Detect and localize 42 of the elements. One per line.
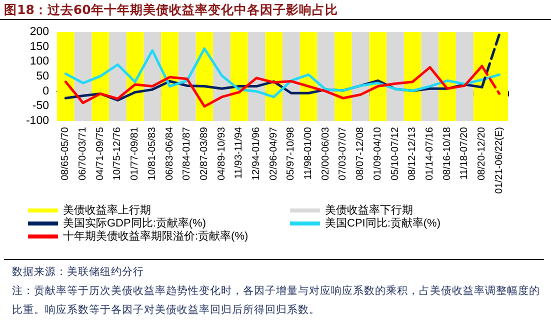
y-tick-label: 200 — [30, 26, 49, 38]
legend-label: 美国CPI同比:贡献率(%) — [325, 216, 440, 230]
x-tick-label: 07/84-01/87 — [182, 126, 193, 180]
legend-label: 美债收益率上行期 — [63, 204, 151, 216]
x-tick-label: 10/81-05/83 — [146, 126, 158, 180]
x-tick-label: 02/87-03/89 — [198, 126, 210, 180]
x-tick-label: 05/10-07/12 — [390, 126, 401, 180]
chart-title: 图18：过去60年十年期美债收益率变化中各因子影响占比 — [4, 2, 338, 19]
y-tick-label: 150 — [30, 40, 49, 53]
line-series — [64, 47, 501, 98]
x-tick-label: 07/03-07/07 — [338, 126, 349, 180]
x-tick-label: 02/96-04/97 — [268, 126, 280, 180]
x-tick-label: 11/93-11/94 — [234, 126, 245, 179]
x-tick-label: 08/07-12/08 — [355, 126, 366, 180]
x-tick-label: 12/94-01/96 — [250, 126, 262, 180]
x-tick-label: 11/18-07/20 — [459, 126, 470, 180]
x-tick-label: 01/77-09/81 — [130, 126, 141, 180]
x-tick-label: 10/75-12/76 — [112, 126, 124, 180]
x-tick-label: 02/00-06/03 — [320, 126, 332, 180]
x-tick-label: 01/21-06/22(E) — [494, 127, 505, 194]
x-tick-label: 05/97-10/98 — [286, 126, 297, 180]
x-tick-label: 08/12-12/13 — [407, 126, 418, 180]
x-tick-label: 08/16-10/18 — [442, 126, 453, 180]
x-tick-label: 06/83-06/84 — [164, 126, 176, 180]
x-tick-label: 06/70-03/71 — [78, 126, 89, 180]
x-tick-label: 08/20-12/20 — [476, 126, 488, 180]
y-tick-label: -50 — [32, 100, 49, 112]
x-tick-label: 01/14-07/16 — [424, 126, 436, 180]
x-tick-label: 01/09-04/10 — [372, 126, 384, 180]
y-tick-label: 100 — [30, 56, 49, 68]
x-tick-label: 04/71-09/75 — [94, 126, 106, 180]
x-tick-label: 11/98-01/00 — [303, 126, 314, 180]
x-tick-label: 04/89-10/93 — [216, 126, 228, 180]
legend-label: 十年期美债收益率期限溢价:贡献率(%) — [63, 230, 248, 242]
y-tick-label: 0 — [42, 85, 49, 98]
y-tick-label: 50 — [36, 70, 49, 82]
text: 注：贡献率等于历次美债收益率趋势性变化时，各因子增量与对应响应系数的乘积，占美债收益率调整幅度的比重。响应系数等于各因子对美债收益率回归后所得回归系数。 — [12, 284, 541, 318]
legend-label: 美债收益率下行期 — [325, 204, 413, 216]
legend-label: 美国实际GDP同比:贡献率(%) — [63, 216, 206, 230]
x-tick-label: 08/65-05/70 — [60, 126, 72, 180]
source-note: 数据来源：美联储纽约分行 — [12, 265, 145, 280]
y-tick-label: -100 — [26, 115, 49, 127]
